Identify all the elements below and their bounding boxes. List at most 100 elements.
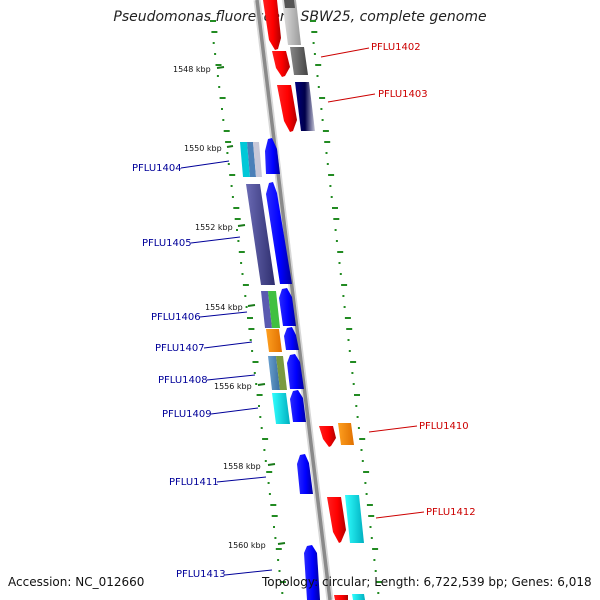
gc-dot <box>310 20 316 22</box>
gc-dot <box>312 42 315 44</box>
gc-dot <box>262 438 269 440</box>
cog-block <box>345 495 364 543</box>
gc-dot <box>236 229 238 231</box>
gc-dot <box>376 581 382 583</box>
gc-dot <box>364 482 367 484</box>
kbp-label: 1556 kbp <box>214 382 252 391</box>
gc-dot <box>342 295 345 297</box>
gene-arrow-pflu1405 <box>266 182 292 284</box>
gc-dots-left <box>210 20 286 594</box>
kbp-label: 1560 kbp <box>228 541 266 550</box>
gene-label-pflu1403[interactable]: PFLU1403 <box>378 89 428 100</box>
gc-dot <box>348 350 351 352</box>
gc-dot <box>368 515 375 517</box>
gene-label-pflu1409[interactable]: PFLU1409 <box>162 409 212 420</box>
gene-arrow-pflu1412 <box>327 497 346 543</box>
gc-dot <box>352 383 355 385</box>
cog-block <box>290 47 308 75</box>
gene-arrow-pflu1403 <box>277 85 297 132</box>
gc-dot <box>229 174 236 176</box>
gc-dot <box>377 592 380 594</box>
gc-dot <box>311 31 318 33</box>
leader-lines <box>180 47 425 576</box>
gc-dot <box>242 284 249 286</box>
gc-dot <box>255 383 258 385</box>
gc-dot <box>264 460 267 462</box>
gc-dot <box>281 592 284 594</box>
gc-dot <box>374 570 377 572</box>
gc-dot <box>267 482 270 484</box>
gc-dot <box>274 537 277 539</box>
gc-dot <box>248 328 255 330</box>
cog-block <box>266 329 282 352</box>
gene-arrow-pflu1406 <box>279 288 296 326</box>
gc-dot <box>211 31 218 33</box>
gc-dot <box>223 130 230 132</box>
gc-dot <box>363 471 370 473</box>
gc-dot <box>212 42 215 44</box>
gc-dot <box>337 251 344 253</box>
kbp-ticks: 1548 kbp 1550 kbp 1552 kbp 1554 kbp 1556… <box>173 65 286 550</box>
gc-dot <box>360 449 363 451</box>
cog-block <box>240 142 250 177</box>
gene-label-pflu1408[interactable]: PFLU1408 <box>158 375 208 386</box>
gene-label-pflu1402[interactable]: PFLU1402 <box>371 42 421 53</box>
gc-dot <box>240 262 243 264</box>
gc-dot <box>230 185 233 187</box>
gene-label-pflu1407[interactable]: PFLU1407 <box>155 343 205 354</box>
gc-dot <box>341 284 348 286</box>
gc-dot <box>234 218 241 220</box>
gc-dot <box>210 20 216 22</box>
cog-block <box>338 423 354 445</box>
gc-dot <box>260 427 263 429</box>
gene-label-pflu1406[interactable]: PFLU1406 <box>151 312 201 323</box>
gc-dot <box>219 97 226 99</box>
gc-dot <box>325 152 328 154</box>
backbone-line <box>255 0 332 600</box>
gc-dot <box>332 207 338 209</box>
cog-block <box>272 393 290 424</box>
gc-dot <box>270 504 277 506</box>
gene-arrow-pflu1413 <box>304 545 320 600</box>
gc-dot <box>359 438 366 440</box>
gc-dot <box>225 141 232 143</box>
gc-dot <box>221 108 223 110</box>
gc-dot <box>216 75 219 77</box>
gene-label-pflu1412[interactable]: PFLU1412 <box>426 507 476 518</box>
gene-arrow-pflu1410 <box>319 426 336 447</box>
gene-label-pflu1404[interactable]: PFLU1404 <box>132 163 182 174</box>
gc-dot <box>356 416 359 418</box>
gc-dots-right <box>310 20 382 594</box>
gc-dot <box>344 317 351 319</box>
genome-title: Pseudomonas fluorescens SBW25, complete … <box>113 9 487 25</box>
gc-dot <box>338 262 341 264</box>
gc-dot <box>222 119 225 121</box>
gc-dot <box>351 372 354 374</box>
cog-block <box>282 0 301 45</box>
gc-dot <box>339 273 342 275</box>
cog-block <box>276 356 287 390</box>
gene-label-pflu1413[interactable]: PFLU1413 <box>176 569 226 580</box>
gene-label-pflu1405[interactable]: PFLU1405 <box>142 238 192 249</box>
cog-block <box>284 0 295 8</box>
gc-dot <box>317 86 320 88</box>
gc-dot <box>373 559 376 561</box>
kbp-label: 1552 kbp <box>195 223 233 232</box>
gc-dot <box>244 295 247 297</box>
forward-genes <box>263 0 365 600</box>
gc-dot <box>279 581 286 583</box>
gc-dot <box>326 163 329 165</box>
gc-dot <box>231 196 234 198</box>
gene-arrow-pflu1404 <box>265 138 280 174</box>
gene-label-pflu1411[interactable]: PFLU1411 <box>169 477 219 488</box>
gene-label-pflu1410[interactable]: PFLU1410 <box>419 421 469 432</box>
gc-dot <box>370 537 373 539</box>
gc-dot <box>256 394 263 396</box>
gc-dot <box>238 251 245 253</box>
gc-dot <box>347 339 350 341</box>
gene-arrow-pflu1407 <box>284 327 299 350</box>
cog-band-reverse <box>240 142 290 424</box>
gc-dot <box>275 548 282 550</box>
gc-dot <box>333 218 340 220</box>
